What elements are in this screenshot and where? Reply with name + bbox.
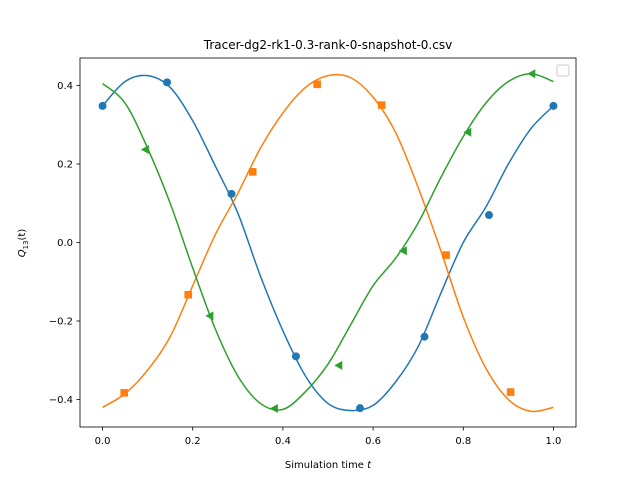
- x-tick-label: 0.2: [185, 436, 201, 447]
- plot-area: [98, 69, 558, 414]
- data-point: [140, 144, 149, 154]
- series-1: [98, 74, 558, 413]
- x-tick-label: 0.4: [275, 436, 291, 447]
- data-point: [205, 311, 214, 321]
- y-tick-label: 0.4: [57, 81, 73, 92]
- x-tick-label: 1.0: [546, 436, 562, 447]
- data-point: [98, 101, 107, 110]
- y-axis-label-subscript: 13: [22, 240, 30, 249]
- y-axis-ticks: 0.4 0.2 0.0 −0.2 −0.4: [49, 81, 80, 406]
- data-point: [463, 127, 472, 137]
- x-tick-label: 0.8: [455, 436, 471, 447]
- y-axis-label-variable: Q: [17, 249, 28, 257]
- y-axis-label-argument: (t): [17, 229, 28, 241]
- data-point: [527, 69, 536, 79]
- data-point: [549, 101, 558, 110]
- x-axis-label: Simulation time t: [285, 460, 372, 471]
- y-tick-label: −0.4: [49, 395, 73, 406]
- data-point: [227, 189, 236, 198]
- data-point: [120, 389, 128, 397]
- data-point: [356, 404, 365, 413]
- data-point: [484, 211, 493, 220]
- data-point: [269, 404, 278, 414]
- legend-box: [556, 64, 570, 77]
- series-line: [102, 73, 554, 413]
- series-line: [102, 72, 554, 411]
- x-axis-label-text: Simulation time: [285, 460, 367, 471]
- data-point: [184, 290, 193, 299]
- y-tick-label: −0.2: [49, 317, 73, 328]
- x-axis-label-variable: t: [367, 460, 372, 471]
- x-axis-ticks: 0.0 0.2 0.4 0.6 0.8 1.0: [95, 427, 562, 447]
- data-point: [506, 388, 515, 396]
- data-point: [313, 80, 321, 89]
- data-point: [248, 168, 257, 176]
- data-point: [442, 251, 450, 259]
- series-2: [102, 73, 554, 413]
- y-axis-label: Q13(t): [17, 229, 30, 258]
- series-line: [101, 74, 554, 412]
- data-point: [377, 101, 386, 109]
- series-3: [102, 69, 554, 414]
- data-point: [291, 352, 300, 361]
- x-tick-label: 0.6: [365, 436, 381, 447]
- data-point: [398, 246, 407, 256]
- y-tick-label: 0.2: [57, 159, 73, 170]
- data-point: [420, 332, 429, 341]
- data-point: [334, 360, 343, 370]
- x-tick-label: 0.0: [95, 436, 111, 447]
- chart-title: Tracer-dg2-rk1-0.3-rank-0-snapshot-0.csv: [203, 38, 452, 52]
- data-point: [163, 78, 172, 87]
- y-tick-label: 0.0: [57, 238, 73, 249]
